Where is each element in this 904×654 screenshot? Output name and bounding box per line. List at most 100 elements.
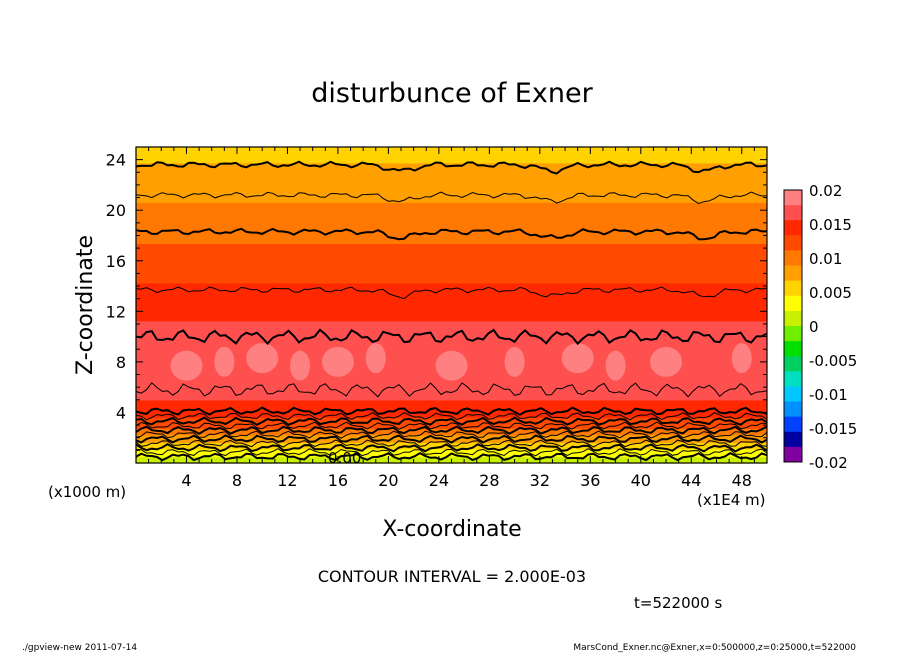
color-band (136, 195, 767, 199)
contour-line (135, 160, 768, 175)
color-band (136, 252, 767, 256)
maximum-blob (214, 346, 235, 377)
color-band (136, 233, 767, 237)
x-tick-label: 20 (378, 471, 398, 490)
color-band (136, 297, 767, 300)
color-band (136, 349, 767, 352)
color-band (136, 331, 767, 335)
colorbar-cell (784, 250, 802, 267)
x-tick-label: 40 (631, 471, 651, 490)
colorbar-cell (784, 446, 802, 463)
color-band (136, 268, 767, 271)
color-band (136, 177, 767, 180)
maximum-blob (605, 350, 626, 381)
contour-zero-label: 0.00 (328, 449, 361, 467)
color-band (136, 246, 767, 249)
colorbar-cell (784, 310, 802, 327)
y-axis-label: Z-coordinate (73, 235, 98, 375)
colorbar-cell (784, 371, 802, 387)
maximum-blob (246, 343, 279, 374)
color-band (136, 186, 767, 189)
color-band (136, 249, 767, 252)
color-band (136, 227, 767, 230)
color-band (136, 203, 767, 207)
color-band (136, 273, 767, 276)
color-band (136, 398, 767, 401)
color-band (136, 455, 767, 458)
color-band (136, 229, 767, 232)
maximum-region (170, 343, 752, 381)
color-band (136, 423, 767, 426)
color-band (136, 276, 767, 279)
x-tick-label: 36 (580, 471, 600, 490)
color-band (136, 241, 767, 244)
color-band (136, 235, 767, 238)
color-band (136, 172, 767, 175)
color-band (136, 322, 767, 325)
contour-line (135, 416, 768, 426)
color-band (136, 150, 767, 153)
color-band (136, 330, 767, 333)
colorbar-frame (783, 189, 803, 463)
color-band (136, 339, 767, 342)
color-band (136, 444, 767, 447)
footer-right: MarsCond_Exner.nc@Exner,x=0:500000,z=0:2… (573, 643, 856, 653)
contour-line (135, 448, 768, 457)
color-band (136, 169, 767, 172)
colorbar-cell (784, 326, 802, 342)
color-band (136, 303, 767, 306)
colorbar-cell (784, 341, 802, 357)
color-band (136, 436, 767, 439)
color-band (136, 323, 767, 327)
color-band (136, 399, 767, 402)
color-band (136, 232, 767, 235)
maximum-blob (731, 343, 752, 374)
color-band (136, 262, 767, 265)
contour-line (135, 328, 768, 346)
color-band (136, 162, 767, 165)
color-band (136, 431, 767, 434)
colorbar-label: -0.01 (809, 386, 848, 404)
color-band (136, 151, 767, 154)
contour-lines (135, 160, 768, 462)
color-band (136, 439, 767, 442)
color-band (136, 279, 767, 282)
color-band (136, 316, 767, 319)
color-band (136, 165, 767, 169)
color-band (136, 434, 767, 437)
color-band (136, 251, 767, 254)
colorbar-label: 0 (809, 318, 819, 336)
color-band (136, 257, 767, 260)
color-band (136, 173, 767, 177)
color-band (136, 314, 767, 317)
colorbar-cell (784, 416, 802, 433)
color-band (136, 384, 767, 387)
contour-line (135, 430, 768, 439)
color-band (136, 292, 767, 295)
colorbar-label: -0.02 (809, 454, 848, 472)
color-band (136, 319, 767, 322)
maximum-blob (365, 343, 386, 374)
maximum-blob (321, 346, 354, 377)
x-tick-label: 32 (530, 471, 550, 490)
color-band (136, 402, 767, 406)
color-band (136, 197, 767, 200)
color-band (136, 414, 767, 417)
color-band (136, 388, 767, 391)
color-band (136, 407, 767, 410)
color-band (136, 161, 767, 164)
color-band (136, 298, 767, 301)
time-label: t=522000 s (634, 594, 722, 612)
footer-left: ./gpview-new 2011-07-14 (22, 643, 137, 653)
color-band (136, 175, 767, 178)
color-band (136, 396, 767, 399)
color-band (136, 390, 767, 393)
color-band (136, 327, 767, 330)
color-band (136, 301, 767, 305)
colorbar-cell (784, 205, 802, 221)
contour-line (135, 227, 768, 241)
color-band (136, 290, 767, 293)
colorbar-cell (784, 356, 802, 372)
